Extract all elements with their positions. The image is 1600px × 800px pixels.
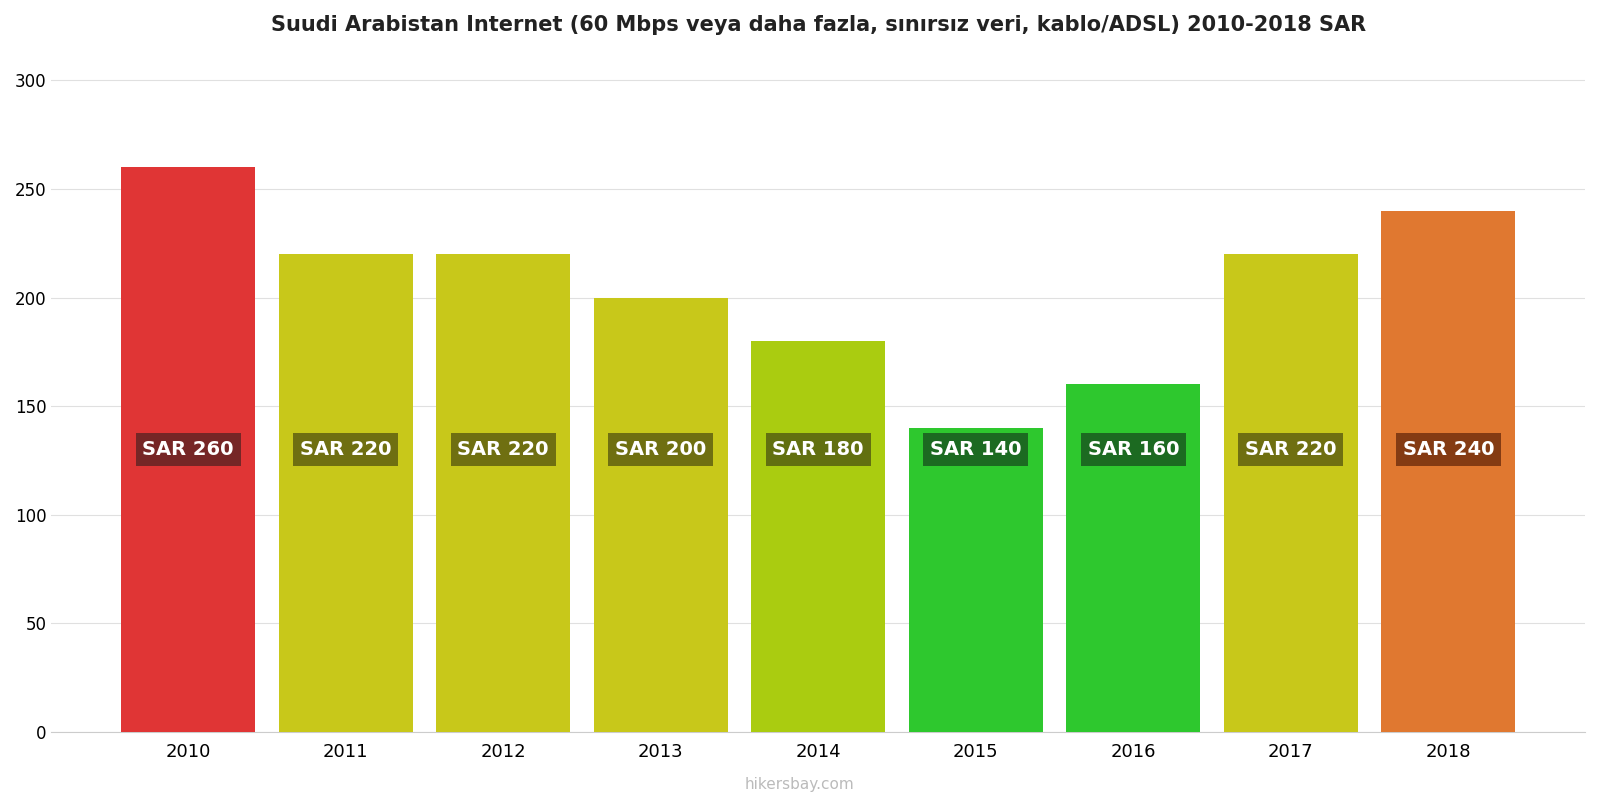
Text: SAR 220: SAR 220 — [458, 440, 549, 459]
Bar — [752, 341, 885, 732]
Bar — [1381, 210, 1515, 732]
Text: SAR 260: SAR 260 — [142, 440, 234, 459]
Bar — [437, 254, 570, 732]
Bar — [278, 254, 413, 732]
Text: SAR 180: SAR 180 — [773, 440, 864, 459]
Text: SAR 240: SAR 240 — [1403, 440, 1494, 459]
Bar — [1224, 254, 1358, 732]
Text: SAR 220: SAR 220 — [1245, 440, 1336, 459]
Bar — [909, 428, 1043, 732]
Bar — [1066, 385, 1200, 732]
Bar — [122, 167, 254, 732]
Text: SAR 140: SAR 140 — [930, 440, 1021, 459]
Title: Suudi Arabistan Internet (60 Mbps veya daha fazla, sınırsız veri, kablo/ADSL) 20: Suudi Arabistan Internet (60 Mbps veya d… — [270, 15, 1366, 35]
Text: SAR 160: SAR 160 — [1088, 440, 1179, 459]
Bar — [594, 298, 728, 732]
Text: hikersbay.com: hikersbay.com — [746, 777, 854, 792]
Text: SAR 220: SAR 220 — [299, 440, 392, 459]
Text: SAR 200: SAR 200 — [614, 440, 706, 459]
